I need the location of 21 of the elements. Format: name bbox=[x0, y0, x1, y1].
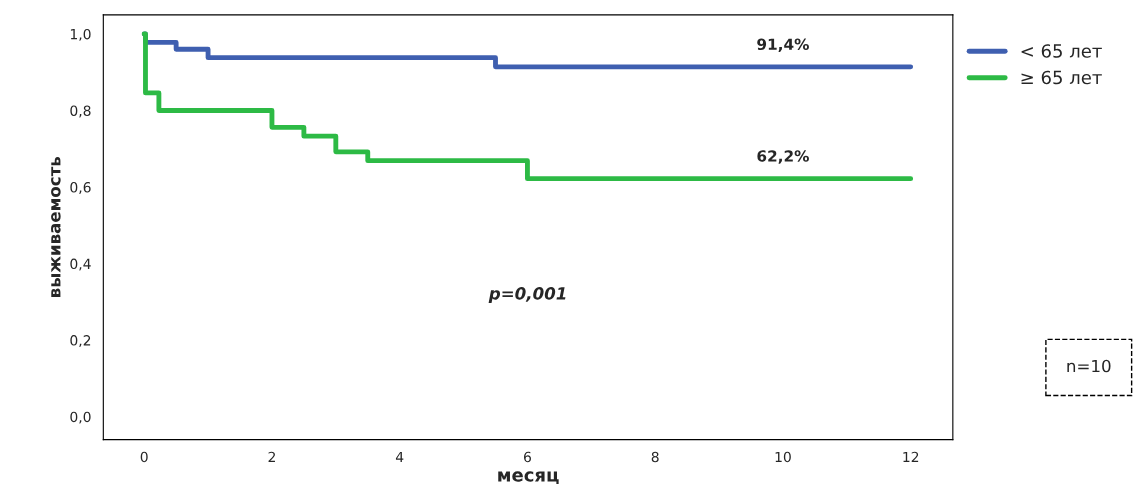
y-tick-label: 0,4 bbox=[70, 258, 91, 271]
text: n=10 bbox=[1067, 359, 1111, 373]
y-tick-label: 0,8 bbox=[70, 105, 91, 118]
legend-label: < 65 лет bbox=[1021, 44, 1102, 58]
y-tick-label: 0,2 bbox=[70, 335, 91, 348]
x-tick-label: 12 bbox=[903, 451, 919, 463]
legend-label: ≥ 65 лет bbox=[1021, 70, 1102, 85]
x-tick-label: 8 bbox=[651, 451, 659, 463]
y-tick-label: 1,0 bbox=[70, 28, 91, 41]
x-tick-label: 2 bbox=[268, 451, 275, 463]
annotation: 62,2% bbox=[757, 150, 809, 164]
x-tick-label: 6 bbox=[523, 451, 531, 463]
y-tick-label: 0,0 bbox=[70, 411, 91, 424]
x-tick-label: 10 bbox=[775, 451, 791, 463]
annotation: p=0,001 bbox=[488, 287, 566, 303]
x-tick-label: 0 bbox=[140, 451, 148, 463]
annotation: 91,4% bbox=[757, 38, 809, 52]
x-axis-title: месяц bbox=[498, 471, 559, 484]
y-tick-label: 0,6 bbox=[70, 182, 91, 194]
y-axis-title: выживаемость bbox=[51, 156, 61, 297]
x-tick-label: 4 bbox=[395, 451, 404, 463]
